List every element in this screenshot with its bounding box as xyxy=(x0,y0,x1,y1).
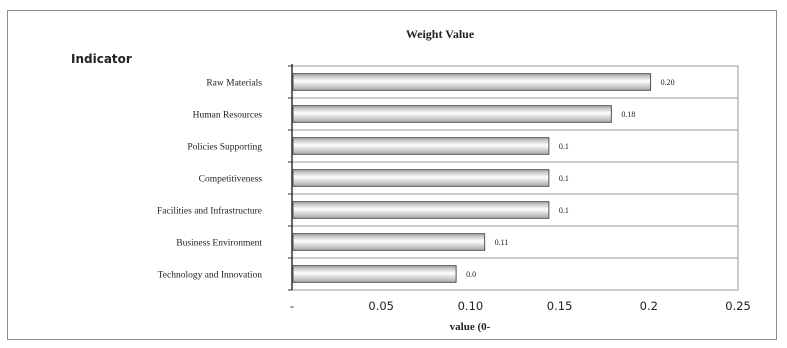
bar xyxy=(292,137,550,155)
y-axis-title: Indicator xyxy=(71,52,132,66)
x-tick-label: 0.2 xyxy=(640,299,658,313)
category-label: Competitiveness xyxy=(199,175,263,185)
category-label: Business Environment xyxy=(176,239,262,249)
data-label: 0.18 xyxy=(621,110,635,119)
category-label: Policies Supporting xyxy=(187,143,262,153)
x-tick-label: - xyxy=(290,299,294,313)
data-label: 0.1 xyxy=(559,142,569,151)
bar xyxy=(292,233,486,251)
x-tick-label: 0.05 xyxy=(368,299,394,313)
category-label: Facilities and Infrastructure xyxy=(157,206,262,217)
x-tick-label: 0.10 xyxy=(458,299,484,313)
x-tick-label: 0.25 xyxy=(725,299,751,313)
bar xyxy=(292,265,457,283)
data-label: 0.1 xyxy=(559,206,569,215)
x-axis-title: value (0- xyxy=(450,321,491,333)
chart-title: Weight Value xyxy=(406,27,475,41)
data-label: 0.0 xyxy=(466,270,476,279)
bar xyxy=(292,73,652,91)
data-label: 0.11 xyxy=(495,238,509,247)
category-label: Technology and Innovation xyxy=(158,271,263,281)
bar xyxy=(292,105,612,123)
data-label: 0.1 xyxy=(559,174,569,183)
bar xyxy=(292,201,550,219)
category-label: Raw Materials xyxy=(206,79,262,89)
category-label: Human Resources xyxy=(193,111,263,121)
bar xyxy=(292,169,550,187)
data-label: 0.20 xyxy=(661,78,675,87)
x-tick-label: 0.15 xyxy=(547,299,573,313)
